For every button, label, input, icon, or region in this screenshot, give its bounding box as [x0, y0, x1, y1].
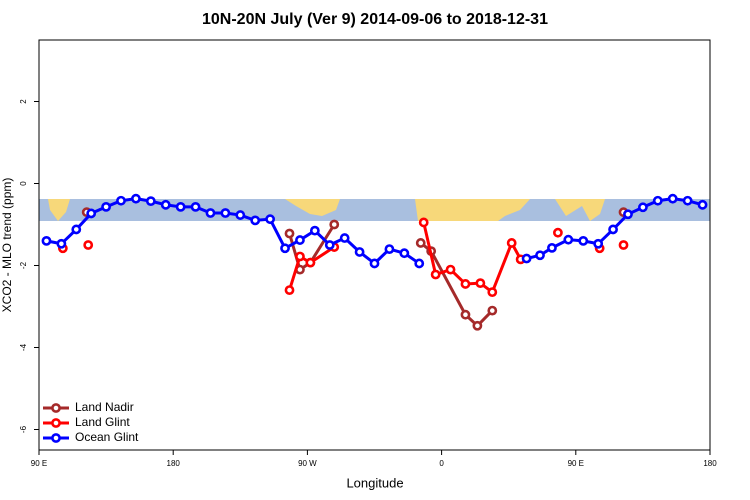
data-point	[667, 193, 678, 204]
x-tick-label: 90 E	[31, 459, 47, 468]
data-point	[324, 240, 335, 250]
data-point	[295, 235, 305, 245]
data-point	[354, 247, 365, 257]
data-point	[175, 201, 186, 212]
data-point	[384, 244, 395, 254]
data-point	[295, 251, 305, 262]
data-point	[682, 195, 693, 206]
data-point	[339, 233, 350, 243]
data-point	[305, 257, 316, 268]
data-point	[220, 208, 231, 218]
data-point	[250, 215, 261, 226]
x-tick-label: 180	[703, 459, 717, 468]
legend-marker	[51, 403, 61, 413]
data-point	[475, 278, 486, 289]
y-tick-label: 0	[19, 181, 28, 186]
data-point	[638, 202, 648, 213]
data-point	[284, 285, 295, 295]
data-point	[190, 201, 201, 212]
data-point	[608, 224, 618, 235]
data-point	[235, 210, 246, 220]
data-point	[487, 287, 498, 298]
data-point	[56, 238, 67, 249]
series-line	[288, 245, 336, 291]
data-point	[265, 214, 276, 225]
data-point	[445, 264, 456, 275]
data-point	[205, 208, 216, 218]
legend-label: Ocean Glint	[75, 430, 139, 444]
y-tick-label: -4	[19, 343, 28, 351]
plot-frame	[38, 39, 711, 451]
data-point	[369, 258, 380, 269]
data-point	[415, 238, 426, 248]
data-point	[309, 225, 320, 236]
data-point	[472, 320, 483, 331]
data-point	[399, 248, 410, 259]
data-point	[521, 253, 532, 264]
data-point	[506, 238, 517, 248]
data-point	[547, 242, 557, 253]
legend-label: Land Nadir	[75, 400, 134, 414]
data-point	[460, 279, 471, 289]
y-tick-label: -2	[19, 261, 28, 269]
data-point	[101, 201, 111, 212]
data-point	[563, 234, 574, 245]
legend-marker	[51, 418, 61, 428]
legend-label: Land Glint	[75, 415, 130, 429]
chart-title: 10N-20N July (Ver 9) 2014-09-06 to 2018-…	[202, 11, 548, 28]
data-point	[553, 227, 563, 238]
y-tick-label: -6	[19, 425, 28, 433]
data-point	[578, 235, 589, 246]
land	[415, 199, 530, 221]
data-point	[329, 219, 340, 230]
data-point	[414, 258, 425, 269]
data-point	[418, 217, 429, 228]
land	[555, 199, 605, 221]
x-tick-label: 180	[167, 459, 181, 468]
data-point	[131, 193, 141, 204]
data-point	[460, 309, 471, 320]
data-point	[430, 269, 441, 280]
data-point	[116, 195, 126, 206]
data-point	[41, 235, 52, 246]
data-point	[160, 199, 171, 210]
data-point	[284, 228, 295, 239]
data-point	[145, 196, 156, 207]
data-point	[697, 199, 708, 210]
y-tick-label: 2	[19, 99, 28, 104]
data-point	[83, 240, 94, 250]
data-point	[86, 208, 97, 219]
data-point	[623, 209, 633, 220]
ocean-band	[39, 199, 710, 221]
data-point	[593, 238, 604, 249]
x-axis-label: Longitude	[346, 475, 403, 490]
x-tick-label: 0	[439, 459, 444, 468]
data-point	[71, 224, 82, 235]
legend-marker	[51, 433, 61, 443]
y-axis-label: XCO2 - MLO trend (ppm)	[0, 178, 14, 313]
data-point	[280, 243, 290, 254]
map-strip	[39, 199, 710, 221]
x-tick-label: 90 W	[298, 459, 317, 468]
land	[285, 199, 340, 216]
x-tick-label: 90 E	[568, 459, 584, 468]
land	[48, 199, 70, 221]
data-point	[652, 195, 663, 206]
data-point	[535, 250, 545, 261]
series-line	[288, 223, 336, 272]
data-point	[618, 240, 629, 250]
data-point	[487, 305, 498, 316]
